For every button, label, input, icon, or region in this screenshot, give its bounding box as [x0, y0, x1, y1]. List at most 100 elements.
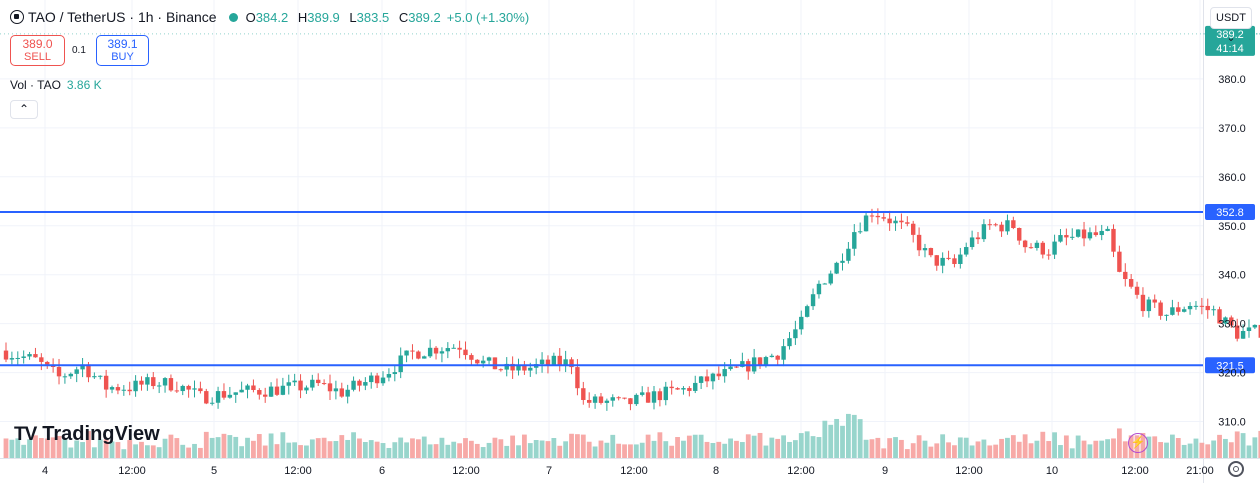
candle-body: [392, 372, 397, 375]
volume-bar: [928, 446, 934, 458]
volume-bar: [357, 438, 362, 458]
low-value: 383.5: [356, 9, 390, 25]
volume-bar: [339, 435, 345, 458]
time-axis[interactable]: 4 12:00 5 12:00 6 12:00 7 12:00 8 12:00 9 12:00 10 12…: [42, 465, 1214, 477]
candle-body: [469, 355, 474, 360]
volume-bar: [628, 444, 633, 458]
candle-body: [127, 389, 132, 392]
candle-body: [1064, 235, 1069, 238]
volume-bar: [345, 439, 351, 458]
candle-body: [1252, 324, 1258, 328]
collapse-indicators-button[interactable]: ⌃: [10, 100, 38, 119]
y-tick-label: 320.0: [1218, 368, 1246, 380]
volume-bar: [610, 434, 616, 458]
volume-bar: [934, 443, 940, 458]
lightning-icon[interactable]: ⚡: [1128, 433, 1148, 453]
volume-bar: [109, 441, 115, 458]
volume-bar: [810, 436, 816, 458]
volume-bar: [1034, 440, 1040, 458]
volume-bar: [1010, 435, 1016, 458]
candle-body: [1176, 307, 1181, 312]
candle-body: [327, 383, 333, 392]
volume-bar: [999, 438, 1004, 458]
volume-bar: [751, 435, 757, 458]
volume-bar: [987, 445, 993, 458]
x-tick-label: 21:00: [1186, 465, 1214, 477]
volume-bar: [1146, 436, 1152, 458]
price-axis[interactable]: 310.0 320.0 330.0 340.0 350.0 360.0 370.0 380.0: [1218, 74, 1246, 429]
candle-body: [581, 388, 586, 400]
candle-body: [704, 376, 710, 382]
candle-body: [198, 388, 203, 392]
level-label-bg: [1205, 357, 1255, 374]
volume-bar: [510, 435, 516, 458]
candle-body: [457, 347, 462, 350]
volume-bar: [533, 440, 539, 458]
candle-body: [863, 215, 869, 232]
volume-bar: [1193, 438, 1199, 458]
candle-body: [416, 351, 421, 359]
candle-body: [911, 223, 916, 235]
volume-bar: [215, 437, 221, 458]
volume-bar: [1069, 448, 1075, 458]
candle-body: [374, 375, 380, 384]
tradingview-logo[interactable]: TV TradingView: [14, 423, 160, 446]
candle-body: [645, 392, 651, 403]
volume-bar: [392, 442, 398, 458]
candle-body: [987, 224, 992, 226]
volume-bar: [557, 445, 563, 458]
candle-body: [486, 357, 492, 361]
candle-body: [1134, 286, 1140, 295]
candle-body: [663, 386, 668, 401]
volume-bar: [50, 437, 56, 458]
candle-body: [174, 390, 180, 392]
candle-body: [981, 224, 987, 240]
candle-body: [1034, 242, 1040, 248]
volume-bar: [1122, 441, 1128, 458]
currency-selector[interactable]: USDT ⌄: [1210, 7, 1252, 44]
candle-body: [1093, 232, 1099, 236]
candle-body: [687, 388, 692, 391]
x-tick-label: 12:00: [955, 465, 983, 477]
y-tick-label: 330.0: [1218, 319, 1246, 331]
volume-bar: [763, 445, 769, 458]
candle-body: [39, 357, 44, 362]
x-tick-label: 12:00: [452, 465, 480, 477]
volume-bar: [162, 438, 168, 458]
candle-body: [816, 283, 822, 295]
volume-bar: [875, 437, 881, 458]
low-label: L: [349, 9, 357, 25]
volume-bar: [3, 438, 9, 458]
candle-body: [1075, 229, 1081, 237]
candle-body: [840, 260, 845, 263]
candle-body: [233, 392, 238, 395]
buy-button[interactable]: 389.1 BUY: [96, 35, 149, 66]
volume-bar: [74, 440, 80, 458]
candle-body: [345, 389, 350, 397]
volume-bar: [586, 441, 592, 458]
candle-body: [769, 355, 775, 358]
x-tick-label: 12:00: [284, 465, 312, 477]
volume-bar: [957, 437, 963, 458]
volume-bar: [893, 437, 898, 458]
volume-bar: [551, 438, 557, 458]
volume-bar: [993, 444, 999, 458]
sell-button[interactable]: 389.0 SELL: [10, 35, 65, 66]
volume-bar: [1234, 431, 1240, 458]
volume-bar: [38, 438, 44, 458]
volume-bar: [1252, 437, 1258, 458]
close-label: C: [398, 9, 409, 25]
horizontal-levels[interactable]: 352.8 321.5 389.2 41:14: [0, 25, 1260, 374]
candle-body: [280, 385, 286, 395]
candle-body: [557, 355, 562, 366]
volume-bar: [846, 413, 851, 458]
volume-bar: [68, 447, 74, 458]
symbol-title[interactable]: TAO / TetherUS · 1h · Binance: [28, 9, 217, 25]
x-tick-label: 6: [379, 465, 385, 477]
volume-bar: [739, 442, 745, 458]
countdown-label: 41:14: [1216, 43, 1244, 55]
gear-icon[interactable]: [1228, 461, 1244, 477]
candle-body: [21, 356, 26, 358]
volume-bar: [946, 442, 951, 458]
